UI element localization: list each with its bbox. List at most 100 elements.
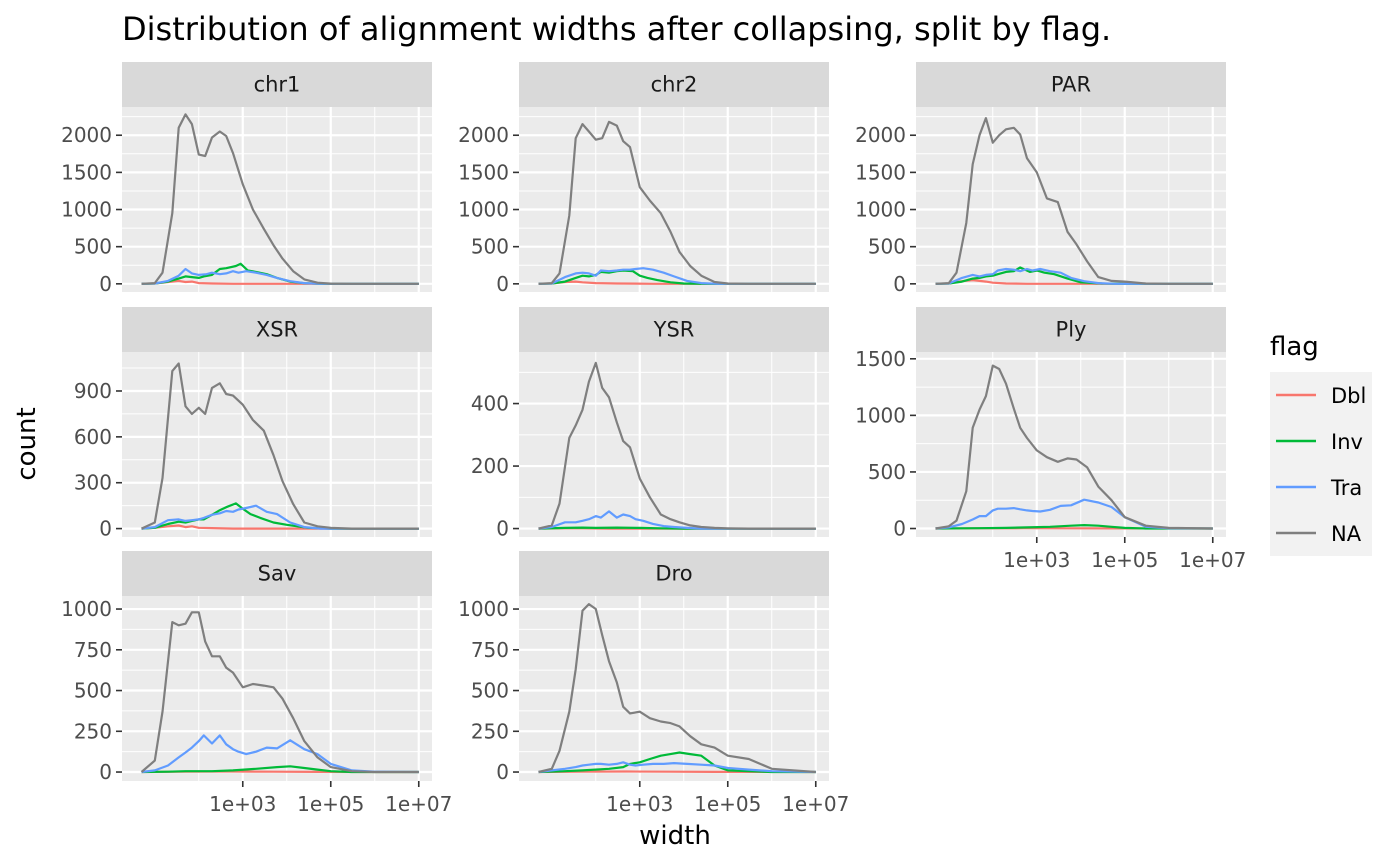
series-line-tra xyxy=(538,510,816,530)
legend-label: Tra xyxy=(1330,476,1362,500)
strip-background xyxy=(122,551,432,596)
y-tick-label: 1000 xyxy=(855,198,906,222)
strip-label: Dro xyxy=(655,562,692,586)
y-tick-label: 1500 xyxy=(855,160,906,184)
y-tick-label: 250 xyxy=(74,719,112,743)
series-line-na xyxy=(935,364,1213,530)
strip-label: Sav xyxy=(258,562,297,586)
x-tick-label: 1e+05 xyxy=(297,792,364,816)
y-tick-label: 300 xyxy=(74,471,112,495)
y-tick-label: 2000 xyxy=(458,123,509,147)
panel-background xyxy=(519,596,829,781)
series-line-tra xyxy=(538,267,816,285)
facet-panels: chr10500100015002000chr20500100015002000… xyxy=(61,62,1246,816)
series-line-tra xyxy=(141,267,419,285)
legend-label: Inv xyxy=(1331,430,1363,454)
y-tick-label: 500 xyxy=(471,235,509,259)
y-tick-label: 1000 xyxy=(458,198,509,222)
legend-keys: Dbl Inv Tra NA xyxy=(1276,384,1366,546)
panel-background xyxy=(519,352,829,537)
series-line-na xyxy=(538,361,816,530)
y-tick-label: 400 xyxy=(471,392,509,416)
panel-chr1: chr1 0 500 1000 1500 2000 xyxy=(61,62,432,296)
chart-title: Distribution of alignment widths after c… xyxy=(122,10,1111,48)
y-tick-label: 200 xyxy=(471,454,509,478)
panel-YSR: YSR 0 200 400 xyxy=(471,307,829,541)
legend-item-tra: Tra xyxy=(1276,476,1362,500)
series-line-na xyxy=(140,611,419,774)
strip-background xyxy=(916,307,1226,352)
y-tick-label: 0 xyxy=(99,517,112,541)
legend: flag Dbl Inv Tra NA xyxy=(1270,332,1372,556)
legend-label: NA xyxy=(1331,522,1362,546)
panel-background xyxy=(916,107,1226,292)
panel-Sav: Sav 0 250 500 750 1000 1e+03 1e+05 1e+07 xyxy=(61,551,452,816)
series-line-inv xyxy=(141,765,419,774)
strip-background xyxy=(916,62,1226,107)
legend-item-inv: Inv xyxy=(1276,430,1363,454)
y-tick-label: 500 xyxy=(471,679,509,703)
y-tick-label: 0 xyxy=(99,760,112,784)
strip-label: Ply xyxy=(1056,318,1087,342)
panel-XSR: XSR 0 300 600 900 xyxy=(74,307,432,541)
series-line-inv xyxy=(538,526,816,530)
y-axis-title: count xyxy=(12,407,42,480)
y-tick-label: 0 xyxy=(99,272,112,296)
series-line-tra xyxy=(141,734,419,774)
panel-PAR: PAR 0 500 1000 1500 2000 xyxy=(855,62,1226,296)
y-tick-label: 1500 xyxy=(61,160,112,184)
series-line-dbl xyxy=(141,524,419,530)
series-line-na xyxy=(538,603,816,774)
panel-background xyxy=(916,352,1226,537)
series-line-na xyxy=(538,120,816,285)
y-tick-label: 1500 xyxy=(458,160,509,184)
series-line-na xyxy=(141,113,419,285)
y-tick-label: 250 xyxy=(471,719,509,743)
y-tick-label: 1000 xyxy=(458,597,509,621)
y-tick-label: 750 xyxy=(471,638,509,662)
series-line-tra xyxy=(935,498,1213,530)
legend-label: Dbl xyxy=(1331,384,1366,408)
series-line-tra xyxy=(935,267,1213,285)
y-tick-label: 1000 xyxy=(61,597,112,621)
panel-background xyxy=(122,596,432,781)
strip-background xyxy=(519,62,829,107)
legend-title: flag xyxy=(1270,332,1319,362)
strip-label: PAR xyxy=(1051,73,1091,97)
legend-key-background xyxy=(1270,372,1372,556)
y-tick-label: 0 xyxy=(496,517,509,541)
y-tick-label: 0 xyxy=(496,760,509,784)
series-line-inv xyxy=(538,751,816,774)
strip-background xyxy=(519,307,829,352)
series-line-na xyxy=(935,117,1213,285)
y-tick-label: 500 xyxy=(74,679,112,703)
y-tick-label: 750 xyxy=(74,638,112,662)
series-line-na xyxy=(141,362,419,530)
strip-label: chr1 xyxy=(254,73,301,97)
x-tick-label: 1e+03 xyxy=(1003,548,1070,572)
y-tick-label: 2000 xyxy=(61,123,112,147)
y-tick-label: 2000 xyxy=(855,123,906,147)
strip-label: chr2 xyxy=(651,73,698,97)
strip-background xyxy=(519,551,829,596)
legend-item-na: NA xyxy=(1276,522,1362,546)
y-tick-label: 0 xyxy=(893,272,906,296)
x-tick-label: 1e+07 xyxy=(1179,548,1246,572)
x-tick-label: 1e+07 xyxy=(385,792,452,816)
panel-Dro: Dro 0 250 500 750 1000 1e+03 1e+05 1e+07 xyxy=(458,551,849,816)
y-tick-label: 600 xyxy=(74,425,112,449)
y-tick-label: 0 xyxy=(893,517,906,541)
series-line-inv xyxy=(141,502,419,530)
y-tick-label: 500 xyxy=(868,460,906,484)
strip-background xyxy=(122,307,432,352)
x-axis-title: width xyxy=(639,821,711,851)
y-tick-label: 1000 xyxy=(855,403,906,427)
y-tick-label: 1000 xyxy=(61,198,112,222)
strip-background xyxy=(122,62,432,107)
y-tick-label: 900 xyxy=(74,379,112,403)
y-tick-label: 500 xyxy=(868,235,906,259)
series-line-tra xyxy=(141,504,419,530)
panel-chr2: chr2 0 500 1000 1500 2000 xyxy=(458,62,829,296)
